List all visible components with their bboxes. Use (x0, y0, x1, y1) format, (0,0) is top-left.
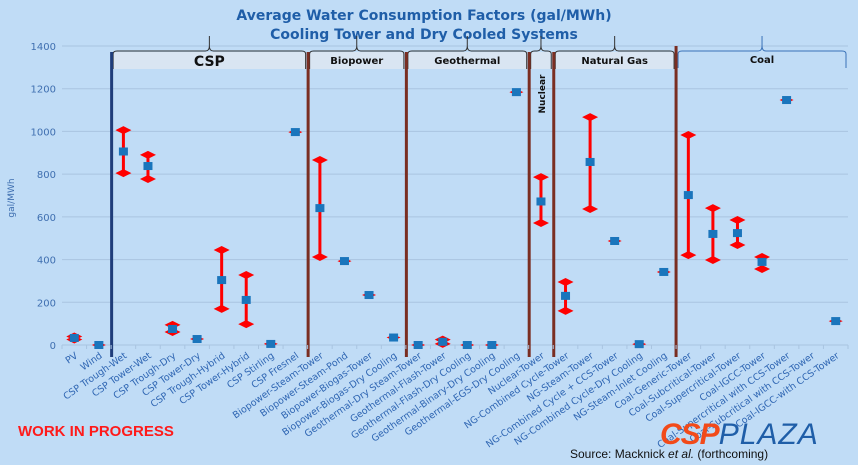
chart-title: Average Water Consumption Factors (gal/M… (236, 8, 611, 24)
range-cap (582, 113, 599, 122)
range-cap (139, 150, 156, 159)
group-bracket (530, 36, 552, 69)
group-label-csp: CSP (194, 54, 225, 70)
source-prefix: Source: Macknick (570, 447, 669, 461)
y-tick-label: 800 (37, 170, 56, 181)
data-point (561, 291, 571, 300)
range-cap (680, 131, 697, 140)
data-point (487, 341, 497, 349)
group-header-bg (407, 52, 527, 69)
data-point (389, 333, 399, 342)
range-cap (704, 255, 721, 264)
group-label-nuclear: Nuclear (538, 74, 548, 114)
data-point (782, 96, 792, 105)
data-point (610, 236, 620, 245)
data-marks (66, 88, 843, 349)
y-tick-label: 1400 (31, 42, 56, 53)
data-point (192, 335, 202, 344)
csp-plaza-logo: CSPPLAZA (660, 418, 819, 452)
data-point (217, 276, 227, 285)
data-point (290, 128, 300, 137)
group-bracket (554, 36, 675, 69)
data-point (339, 257, 349, 266)
group-label-geothermal: Geothermal (434, 56, 500, 67)
data-point (266, 339, 276, 348)
data-point (831, 317, 841, 326)
range-cap (754, 264, 771, 273)
range-cap (680, 251, 697, 260)
range-cap (557, 306, 574, 315)
range-cap (729, 216, 746, 225)
range-cap (532, 219, 549, 228)
group-header-bg (113, 52, 306, 69)
data-point (683, 191, 693, 200)
range-cap (139, 175, 156, 184)
group-bracket (309, 36, 405, 69)
data-point (659, 267, 669, 276)
range-cap (213, 245, 230, 254)
y-tick-labels: 0 200 400 600 800 1000 1200 1400 (31, 42, 56, 352)
data-point (757, 257, 767, 266)
work-in-progress-label: WORK IN PROGRESS (18, 423, 174, 440)
data-point (438, 337, 448, 346)
data-point (708, 229, 718, 238)
range-cap (115, 169, 132, 178)
data-point (118, 147, 128, 156)
group-header-bg (530, 52, 552, 69)
range-cap (238, 270, 255, 279)
y-tick-label: 0 (50, 341, 56, 352)
range-cap (213, 304, 230, 313)
x-axis (61, 345, 849, 349)
source-note: Source: Macknick et al. (forthcoming) (570, 447, 768, 461)
range-cap (311, 156, 328, 165)
y-tick-label: 1000 (31, 127, 56, 138)
group-label-biopower: Biopower (330, 56, 383, 67)
data-point (462, 341, 472, 349)
data-point (634, 340, 644, 349)
data-point (511, 88, 521, 97)
range-cap (311, 253, 328, 262)
range-cap (115, 126, 132, 135)
group-label-natural-gas: Natural Gas (581, 56, 648, 67)
logo-plaza: PLAZA (718, 418, 819, 451)
data-point (585, 157, 595, 166)
group-bracket (112, 36, 307, 69)
y-axis-label: gal/MWh (7, 178, 17, 217)
chart-subtitle: Cooling Tower and Dry Cooled Systems (270, 27, 578, 43)
range-cap (729, 241, 746, 250)
data-point (364, 291, 374, 300)
data-point (168, 324, 178, 333)
data-point (94, 341, 104, 349)
y-tick-label: 200 (37, 298, 56, 309)
range-cap (557, 277, 574, 286)
range-cap (704, 204, 721, 213)
source-suffix: (forthcoming) (694, 447, 769, 461)
group-header-bg (555, 52, 675, 69)
group-headers: CSP Biopower Geothermal Nuclear Natural Gas C… (112, 36, 847, 114)
group-dividers (110, 46, 678, 357)
data-point (536, 197, 546, 206)
group-bracket (407, 36, 528, 69)
data-point (69, 333, 79, 342)
group-label-coal: Coal (750, 55, 774, 66)
gridlines (62, 45, 848, 346)
y-tick-label: 1200 (31, 85, 56, 96)
group-header-bg (309, 52, 404, 69)
y-tick-label: 600 (37, 213, 56, 224)
range-cap (582, 204, 599, 213)
range-cap (532, 173, 549, 182)
range-cap (238, 320, 255, 329)
y-tick-label: 400 (37, 256, 56, 267)
data-point (732, 229, 742, 238)
data-point (413, 341, 423, 349)
logo-csp: CSP (660, 418, 720, 451)
source-italic: et al. (668, 447, 695, 461)
group-bracket (677, 36, 847, 68)
data-point (241, 295, 251, 304)
data-point (315, 204, 325, 213)
data-point (143, 162, 153, 171)
